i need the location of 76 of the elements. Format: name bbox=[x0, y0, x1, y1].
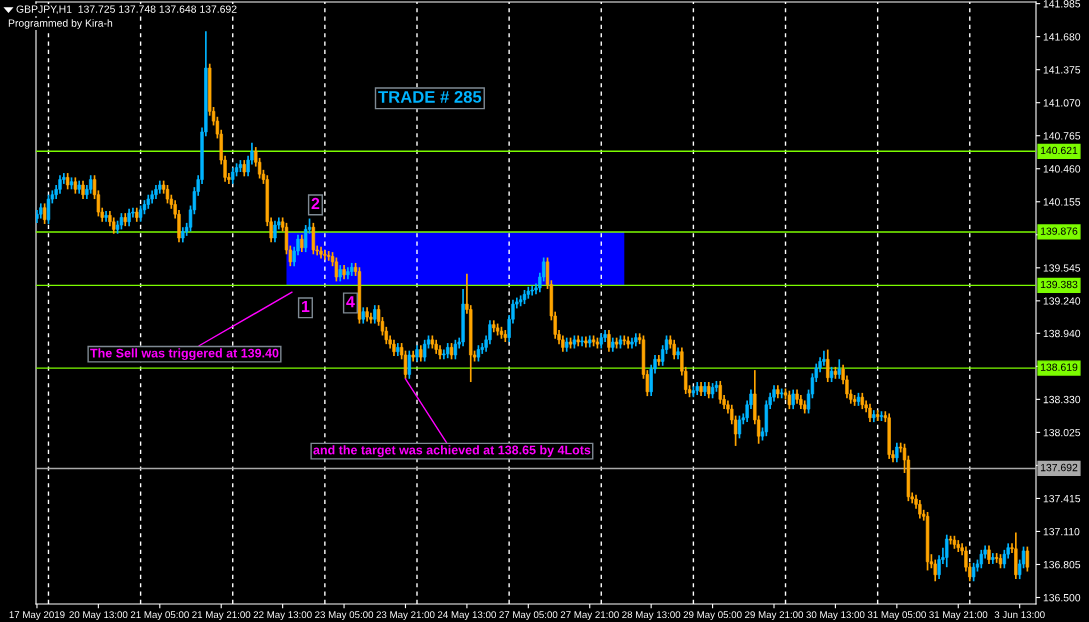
ref-line-label: 138.619 bbox=[1040, 363, 1078, 371]
chart-title: GBPJPY,H1 137.725 137.748 137.648 137.692 bbox=[16, 5, 237, 15]
x-tick-label: 30 May 13:00 bbox=[806, 611, 865, 621]
candlestick bbox=[987, 544, 991, 565]
candlestick bbox=[327, 250, 331, 262]
y-tick-label: 140.155 bbox=[1043, 198, 1081, 206]
x-tick-label: 29 May 21:00 bbox=[745, 611, 804, 621]
candlestick bbox=[787, 389, 792, 410]
x-tick-label: 23 May 21:00 bbox=[376, 611, 435, 621]
candlestick bbox=[718, 380, 722, 405]
x-tick-label: 29 May 05:00 bbox=[683, 611, 742, 621]
candlestick bbox=[373, 304, 377, 325]
x-tick-label: 31 May 05:00 bbox=[867, 611, 926, 621]
candlestick bbox=[273, 219, 277, 244]
x-tick-label: 31 May 21:00 bbox=[929, 611, 988, 621]
y-tick-label: 140.765 bbox=[1043, 132, 1081, 140]
text: TRADE # 285 bbox=[378, 90, 482, 103]
y-tick-label: 136.805 bbox=[1043, 560, 1081, 569]
candlestick bbox=[933, 558, 937, 583]
candlestick bbox=[837, 358, 841, 380]
candlestick bbox=[311, 222, 316, 256]
candlestick bbox=[58, 174, 62, 195]
candlestick bbox=[323, 249, 327, 261]
ref-line-label: 137.692 bbox=[1040, 463, 1078, 472]
candlestick bbox=[672, 338, 676, 361]
candlestick bbox=[607, 329, 611, 353]
y-tick-label: 138.330 bbox=[1043, 395, 1081, 404]
x-tick-label: 24 May 13:00 bbox=[437, 611, 496, 621]
annotation: Programmed by Kira-h bbox=[8, 19, 113, 29]
candlestick bbox=[979, 549, 983, 570]
y-tick-label: 141.070 bbox=[1043, 99, 1081, 107]
ref-line-label: 139.383 bbox=[1040, 280, 1078, 289]
candlestick bbox=[334, 256, 339, 283]
y-tick-label: 137.110 bbox=[1043, 527, 1080, 536]
y-tick-label: 140.460 bbox=[1043, 165, 1081, 173]
x-tick-label: 21 May 21:00 bbox=[192, 611, 251, 621]
y-tick-label: 139.545 bbox=[1043, 264, 1081, 272]
y-tick-label: 139.240 bbox=[1043, 297, 1081, 305]
candlestick bbox=[165, 184, 170, 205]
x-tick-label: 3 Jun 13:00 bbox=[994, 611, 1045, 619]
annotation: 4 bbox=[346, 296, 355, 308]
candlestick bbox=[737, 414, 742, 440]
x-tick-label: 17 May 2019 bbox=[9, 611, 65, 621]
candlestick bbox=[453, 338, 458, 361]
candlestick bbox=[89, 174, 93, 195]
candlestick bbox=[945, 533, 949, 569]
candlestick bbox=[791, 388, 795, 410]
candlestick bbox=[918, 499, 922, 520]
candlestick bbox=[1025, 545, 1030, 573]
x-tick-label: 20 May 13:00 bbox=[69, 611, 128, 621]
candlestick bbox=[868, 402, 872, 423]
candlestick bbox=[895, 441, 899, 463]
annotation: 1 bbox=[302, 300, 310, 312]
ref-line-label: 139.876 bbox=[1040, 227, 1078, 235]
y-tick-label: 138.940 bbox=[1043, 329, 1081, 338]
x-tick-label: 28 May 13:00 bbox=[622, 611, 681, 621]
y-tick-label: 137.415 bbox=[1043, 494, 1081, 503]
y-tick-label: 138.025 bbox=[1043, 428, 1081, 437]
candlestick bbox=[46, 193, 51, 225]
ref-line-label: 140.621 bbox=[1040, 146, 1078, 155]
x-tick-label: 23 May 05:00 bbox=[315, 611, 374, 621]
candlestick bbox=[42, 202, 47, 225]
x-tick-label: 27 May 05:00 bbox=[499, 611, 558, 621]
candlestick bbox=[81, 179, 85, 200]
y-tick-label: 136.500 bbox=[1043, 594, 1081, 602]
x-tick-label: 27 May 21:00 bbox=[560, 611, 619, 621]
y-tick-label: 141.680 bbox=[1043, 33, 1081, 41]
x-tick-label: 21 May 05:00 bbox=[130, 611, 189, 621]
annotation: and the target was achieved at 138.65 by 4Lots bbox=[313, 445, 591, 457]
candlestick bbox=[826, 348, 830, 383]
y-tick-label: 141.985 bbox=[1043, 0, 1081, 8]
y-tick-label: 141.375 bbox=[1043, 66, 1081, 74]
annotation: 2 bbox=[311, 197, 320, 209]
annotation: The Sell was triggered at 139.40 bbox=[90, 348, 279, 361]
candlestick bbox=[971, 562, 976, 583]
x-tick-label: 22 May 13:00 bbox=[253, 611, 312, 621]
